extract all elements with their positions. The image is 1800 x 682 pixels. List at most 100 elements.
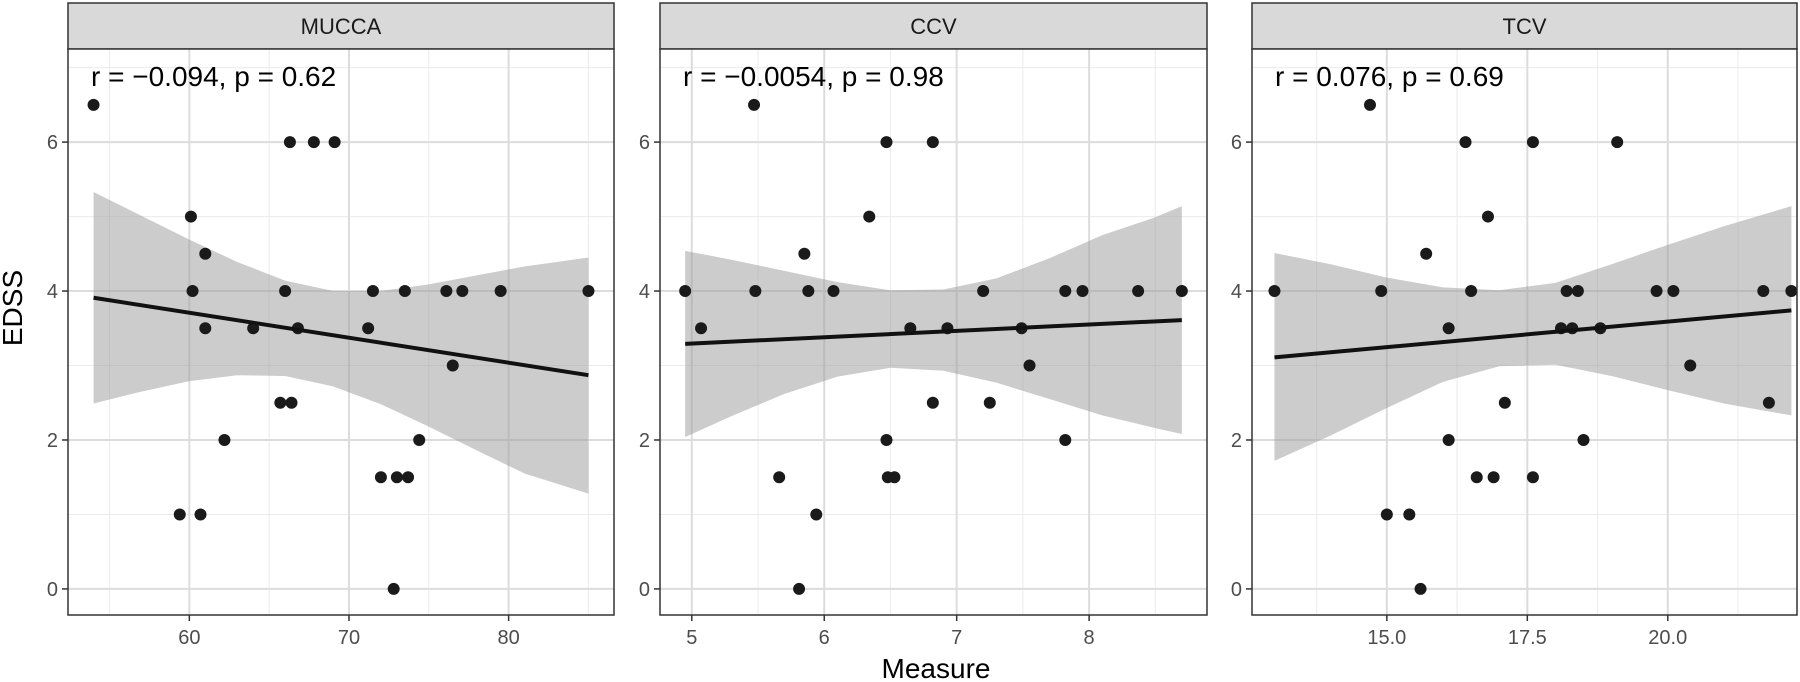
correlation-annotation: r = 0.076, p = 0.69 xyxy=(1275,61,1504,92)
y-tick-label: 0 xyxy=(639,579,650,601)
y-tick-label: 6 xyxy=(47,132,58,154)
data-point xyxy=(1363,98,1376,111)
panel-ccv: CCV r = −0.0054, p = 0.98 0 2 4 6 5 6 7 8 xyxy=(639,2,1208,649)
data-point xyxy=(1023,359,1036,372)
data-point xyxy=(1571,285,1584,298)
data-point xyxy=(1175,285,1188,298)
data-point xyxy=(1380,508,1393,521)
x-tick-label: 80 xyxy=(498,627,520,649)
data-point xyxy=(1059,285,1072,298)
data-point xyxy=(1375,285,1388,298)
data-point xyxy=(440,285,453,298)
data-point xyxy=(802,285,815,298)
data-point xyxy=(749,285,762,298)
data-point xyxy=(827,285,840,298)
panel-tcv: TCV r = 0.076, p = 0.69 0 2 4 6 15.0 17.5 20.0 xyxy=(1231,2,1798,649)
y-tick-label: 4 xyxy=(639,281,650,303)
confidence-band xyxy=(93,191,589,494)
data-point xyxy=(1684,359,1697,372)
y-tick-label: 6 xyxy=(1231,132,1242,154)
x-tick-label: 15.0 xyxy=(1367,627,1406,649)
data-point xyxy=(199,247,212,260)
data-point xyxy=(1577,433,1590,446)
x-tick-label: 5 xyxy=(686,627,697,649)
data-point xyxy=(184,210,197,223)
x-tick-label: 20.0 xyxy=(1648,627,1687,649)
data-point xyxy=(880,136,893,149)
data-point xyxy=(199,322,212,335)
data-point xyxy=(1650,285,1663,298)
data-point xyxy=(307,136,320,149)
regression-line xyxy=(685,318,1182,346)
y-tick-label: 0 xyxy=(47,579,58,601)
data-point xyxy=(863,210,876,223)
data-point xyxy=(390,471,403,484)
data-point xyxy=(773,471,786,484)
data-point xyxy=(1465,285,1478,298)
data-point xyxy=(880,433,893,446)
correlation-annotation: r = −0.094, p = 0.62 xyxy=(91,61,336,92)
data-point xyxy=(362,322,375,335)
data-point xyxy=(1762,396,1775,409)
data-point xyxy=(173,508,186,521)
facet-strip xyxy=(67,2,615,50)
data-point xyxy=(1667,285,1680,298)
data-point xyxy=(810,508,823,521)
data-point xyxy=(218,433,231,446)
x-tick-label: 8 xyxy=(1084,627,1095,649)
data-point xyxy=(1403,508,1416,521)
data-point xyxy=(1420,247,1433,260)
x-tick-label: 60 xyxy=(178,627,200,649)
facet-strip xyxy=(1251,2,1798,50)
data-point xyxy=(285,396,298,409)
data-point xyxy=(1414,582,1427,595)
data-point xyxy=(194,508,207,521)
data-point xyxy=(1132,285,1145,298)
data-point xyxy=(456,285,469,298)
data-point xyxy=(1059,433,1072,446)
data-point xyxy=(748,98,761,111)
regression-line xyxy=(1274,308,1792,360)
facet-strip-label: CCV xyxy=(910,14,957,39)
facet-strip xyxy=(659,2,1208,50)
data-point xyxy=(983,396,996,409)
data-point xyxy=(1442,322,1455,335)
panel-mucca: MUCCA r = −0.094, p = 0.62 0 2 4 6 60 70 80 xyxy=(47,2,615,649)
x-tick-label: 17.5 xyxy=(1508,627,1547,649)
data-point xyxy=(374,471,387,484)
facet-strip-label: MUCCA xyxy=(301,14,382,39)
panel-border xyxy=(659,48,1208,616)
x-tick-label: 70 xyxy=(338,627,360,649)
data-point xyxy=(1526,136,1539,149)
data-point xyxy=(798,247,811,260)
data-point xyxy=(926,136,939,149)
data-point xyxy=(582,285,595,298)
facet-strip-label: TCV xyxy=(1503,14,1547,39)
data-point xyxy=(274,396,287,409)
data-point xyxy=(1611,136,1624,149)
data-point xyxy=(1526,471,1539,484)
data-point xyxy=(398,285,411,298)
data-point xyxy=(87,98,100,111)
y-tick-label: 4 xyxy=(47,281,58,303)
data-point xyxy=(279,285,292,298)
data-point xyxy=(695,322,708,335)
panel-border xyxy=(67,48,615,616)
data-point xyxy=(247,322,260,335)
regression-line xyxy=(93,295,589,378)
data-point xyxy=(926,396,939,409)
correlation-annotation: r = −0.0054, p = 0.98 xyxy=(683,61,944,92)
y-tick-label: 2 xyxy=(639,430,650,452)
data-point xyxy=(366,285,379,298)
x-tick-label: 7 xyxy=(951,627,962,649)
data-point xyxy=(977,285,990,298)
panel-border xyxy=(1251,48,1798,616)
data-point xyxy=(1498,396,1511,409)
data-point xyxy=(1470,471,1483,484)
y-tick-label: 0 xyxy=(1231,579,1242,601)
data-point xyxy=(387,582,400,595)
data-point xyxy=(446,359,459,372)
y-tick-label: 4 xyxy=(1231,281,1242,303)
data-point xyxy=(1757,285,1770,298)
data-point xyxy=(1560,285,1573,298)
